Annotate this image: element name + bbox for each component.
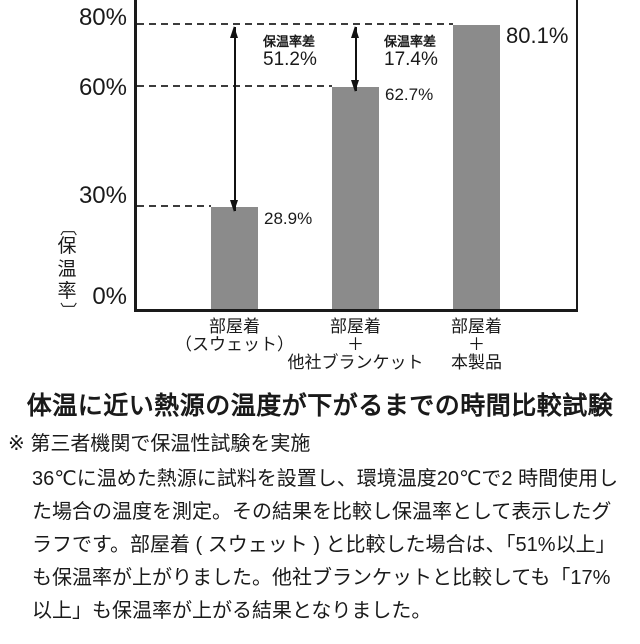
bar-value-label: 28.9% bbox=[264, 208, 313, 228]
bar-this-product bbox=[453, 25, 500, 309]
dashed-leader-line bbox=[137, 23, 453, 26]
category-label-this-product: 部屋着 ＋ 本製品 bbox=[451, 317, 502, 372]
difference-arrow-1 bbox=[230, 26, 238, 212]
bar-value-label: 80.1% bbox=[506, 23, 569, 49]
y-tick-30: 30% bbox=[78, 182, 127, 209]
footnote-line: 以上」も保温率が上がる結果となりました。 bbox=[32, 600, 432, 622]
footnote-line: 36℃に温めた熱源に試料を設置し、環境温度20℃で2 時間使用し bbox=[32, 468, 619, 490]
footnote-heading: ※ 第三者機関で保温性試験を実施 bbox=[8, 433, 311, 455]
annotation-value: 17.4% bbox=[384, 49, 438, 70]
bar-other-blanket bbox=[332, 87, 379, 309]
difference-arrow-2 bbox=[351, 26, 359, 92]
bar-value-label: 62.7% bbox=[385, 85, 434, 104]
footnote-line: ラフです。部屋着 ( スウェット ) と比較した場合は、「51%以上」 bbox=[32, 534, 616, 556]
plot-right-border bbox=[576, 0, 578, 311]
footnote-line: た場合の温度を測定。その結果を比較し保温率として表示したグ bbox=[32, 501, 612, 523]
chart-caption-title: 体温に近い熱源の温度が下がるまでの時間比較試験 bbox=[26, 392, 614, 420]
difference-annotation-1: 保温率差 51.2% bbox=[263, 34, 317, 70]
y-tick-60: 60% bbox=[78, 74, 127, 101]
category-label-roomwear: 部屋着 （スウェット） bbox=[175, 317, 294, 354]
dashed-leader-line bbox=[137, 204, 211, 207]
annotation-label: 保温率差 bbox=[263, 34, 316, 49]
footnote-body: 36℃に温めた熱源に試料を設置し、環境温度20℃で2 時間使用し た場合の温度を… bbox=[32, 463, 618, 628]
y-axis-title: 〔保温率〕 bbox=[57, 219, 77, 319]
bar-roomwear bbox=[211, 206, 258, 309]
annotation-label: 保温率差 bbox=[384, 34, 437, 49]
difference-annotation-2: 保温率差 17.4% bbox=[384, 34, 438, 70]
y-axis-line bbox=[134, 0, 137, 311]
y-tick-0: 0% bbox=[92, 283, 127, 310]
category-label-other-blanket: 部屋着 ＋ 他社ブランケット bbox=[287, 317, 424, 372]
x-axis-line bbox=[134, 309, 578, 312]
annotation-value: 51.2% bbox=[263, 49, 317, 70]
footnote-line: も保温率が上がりました。他社ブランケットと比較しても「17% bbox=[32, 567, 611, 589]
y-tick-80: 80% bbox=[78, 4, 127, 31]
